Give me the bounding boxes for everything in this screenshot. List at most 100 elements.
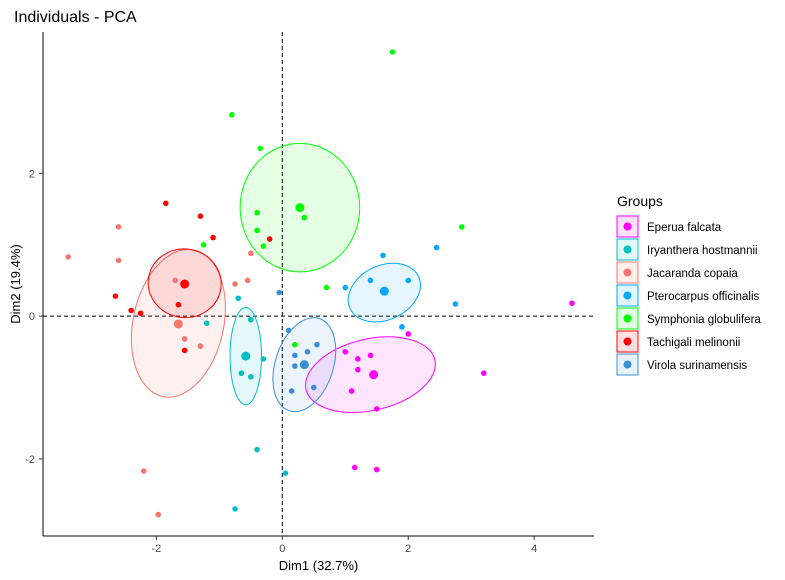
data-point <box>172 277 179 284</box>
data-point <box>140 468 147 474</box>
data-point <box>257 145 264 152</box>
data-point <box>433 244 440 251</box>
legend-key-marker <box>623 314 632 323</box>
y-axis-title: Dim2 (19.4%) <box>8 244 23 323</box>
data-point <box>65 254 71 260</box>
data-point <box>342 284 349 291</box>
data-point <box>181 347 188 354</box>
data-point <box>197 343 204 349</box>
data-point <box>254 227 260 234</box>
data-point <box>162 200 169 207</box>
data-point <box>203 320 210 327</box>
data-point <box>200 241 207 248</box>
x-tick-label: 2 <box>405 543 411 555</box>
plot-area: -2 0 2 4 -2 0 2 <box>25 32 594 555</box>
data-point <box>304 349 311 355</box>
legend-label: Tachigali melinonii <box>647 337 740 349</box>
group-centroid <box>241 351 251 361</box>
group-centroid <box>295 203 305 213</box>
legend-label: Iryanthera hostmannii <box>647 245 758 257</box>
x-axis-title: Dim1 (32.7%) <box>279 558 358 573</box>
data-point <box>128 307 134 314</box>
data-point <box>260 356 267 362</box>
group-centroid <box>369 370 379 380</box>
group-centroid <box>180 279 190 289</box>
data-point <box>181 336 188 342</box>
data-point <box>155 511 162 518</box>
data-point <box>481 370 487 377</box>
legend: Eperua falcata Iryanthera hostmannii Jacar… <box>616 215 761 376</box>
data-point <box>355 356 361 362</box>
data-point <box>282 470 289 476</box>
legend-key-marker <box>623 245 632 254</box>
data-point <box>569 300 575 307</box>
data-point <box>323 284 330 291</box>
data-point <box>367 352 374 359</box>
data-point <box>285 327 292 334</box>
y-tick-label: -2 <box>25 454 35 466</box>
data-point <box>232 506 238 512</box>
data-point <box>314 341 320 348</box>
data-point <box>175 301 182 308</box>
data-point <box>276 289 282 296</box>
data-point <box>248 250 254 257</box>
group-centroid <box>379 286 389 296</box>
group-centroid <box>299 360 309 370</box>
data-point <box>288 388 295 394</box>
legend-key-marker <box>623 337 632 346</box>
data-point <box>348 388 355 394</box>
data-point <box>115 224 122 230</box>
legend-key-marker <box>623 222 632 231</box>
data-point <box>232 281 238 287</box>
data-point <box>210 234 216 241</box>
data-point <box>235 295 242 302</box>
chart-title: Individuals - PCA <box>14 9 137 26</box>
data-point <box>367 277 374 284</box>
data-point <box>373 466 380 473</box>
data-point <box>238 370 245 377</box>
data-point <box>342 349 349 355</box>
x-tick-label: -2 <box>151 543 161 555</box>
data-point <box>112 293 119 299</box>
legend-key-marker <box>623 268 632 277</box>
data-point <box>351 464 358 471</box>
data-point <box>248 374 254 380</box>
data-point <box>380 252 386 259</box>
data-point <box>197 213 204 219</box>
data-point <box>292 341 298 348</box>
data-point <box>292 363 298 369</box>
data-point <box>405 277 412 284</box>
data-point <box>248 316 254 323</box>
data-point <box>244 277 251 284</box>
data-point <box>266 236 273 242</box>
legend-key-marker <box>623 360 632 369</box>
legend-label: Pterocarpus officinalis <box>647 291 760 303</box>
y-tick-label: 2 <box>29 168 35 180</box>
data-point <box>260 243 267 249</box>
group-centroid <box>173 319 183 329</box>
data-point <box>229 112 235 118</box>
legend-label: Jacaranda copaia <box>647 268 738 280</box>
data-point <box>310 384 317 391</box>
data-point <box>355 366 361 373</box>
data-point <box>137 310 144 317</box>
data-point <box>458 224 465 230</box>
data-point <box>373 406 380 412</box>
data-point <box>301 214 308 221</box>
y-tick-label: 0 <box>29 311 35 323</box>
legend-key-marker <box>623 291 632 300</box>
data-point <box>399 324 405 330</box>
data-point <box>254 209 260 216</box>
data-point <box>452 301 459 307</box>
data-point <box>405 331 412 337</box>
legend-label: Virola surinamensis <box>647 360 747 372</box>
legend-label: Eperua falcata <box>647 222 722 234</box>
legend-label: Symphonia globulifera <box>647 314 761 326</box>
data-point <box>389 49 396 55</box>
data-point <box>115 257 122 264</box>
legend-title: Groups <box>617 193 663 209</box>
x-tick-label: 4 <box>531 543 537 555</box>
data-point <box>254 446 260 453</box>
data-point <box>292 352 298 359</box>
